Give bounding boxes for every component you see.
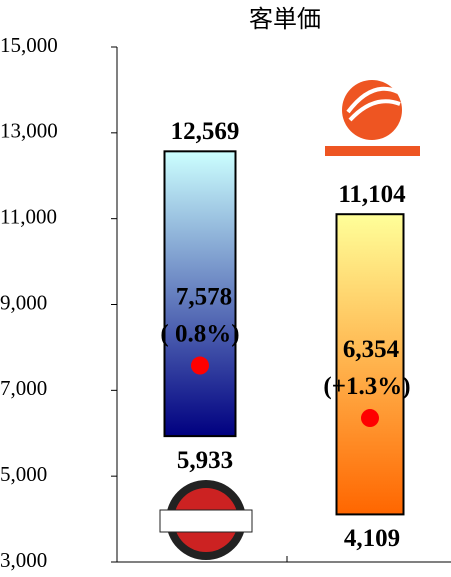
y-tick-label: 7,000 xyxy=(0,376,47,400)
change-label: ( 0.8%) xyxy=(160,320,239,347)
range-bar xyxy=(163,150,237,438)
low-label: 4,109 xyxy=(344,525,400,552)
change-label: (+1.3%) xyxy=(323,373,410,400)
low-label: 5,933 xyxy=(177,447,233,474)
chart-title: 客単価 xyxy=(249,5,321,33)
high-label: 12,569 xyxy=(171,118,240,145)
y-tick-label: 9,000 xyxy=(0,290,47,314)
y-tick-label: 3,000 xyxy=(0,548,47,572)
y-tick-label: 5,000 xyxy=(0,462,47,486)
average-label: 7,578 xyxy=(176,283,232,310)
logo-super-autobacs xyxy=(159,480,253,560)
average-label: 6,354 xyxy=(343,336,400,363)
logo-autobacs xyxy=(325,80,420,156)
average-marker xyxy=(191,356,209,375)
range-bar xyxy=(335,213,405,516)
y-tick-label: 11,000 xyxy=(0,204,57,228)
y-tick-label: 15,000 xyxy=(0,33,58,57)
y-tick-label: 13,000 xyxy=(0,119,58,143)
average-marker xyxy=(361,409,379,428)
high-label: 11,104 xyxy=(338,181,406,208)
